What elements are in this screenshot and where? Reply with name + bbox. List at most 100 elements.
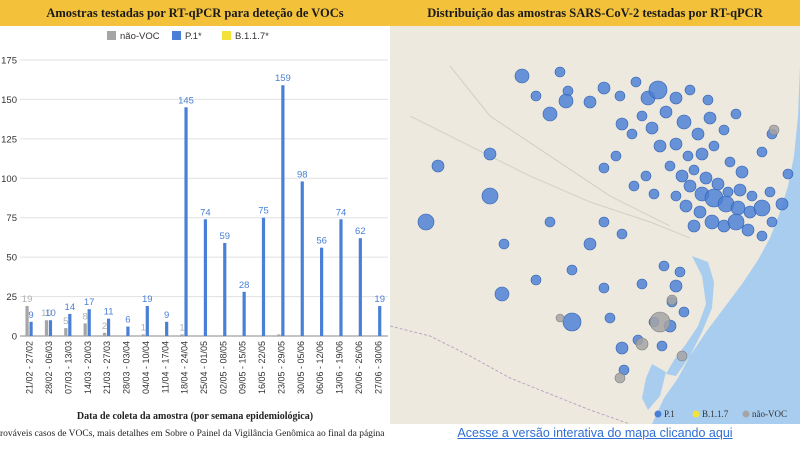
map-point-p1[interactable] [656,340,668,352]
map-point-p1[interactable] [604,312,616,324]
map-point-p1[interactable] [544,216,556,228]
map-point-p1[interactable] [558,93,574,109]
map-point-p1[interactable] [704,214,720,230]
map-point-p1[interactable] [598,216,610,228]
map-point-p1[interactable] [636,278,648,290]
map-point-p1[interactable] [664,160,676,172]
map-point-p1[interactable] [566,264,578,276]
map-point-p1[interactable] [675,169,689,183]
map-point-p1[interactable] [669,91,683,105]
data-label: 19 [374,294,385,305]
map-point-p1[interactable] [597,81,611,95]
map-point-p1[interactable] [684,84,696,96]
map-point-p1[interactable] [648,188,660,200]
map-point-p1[interactable] [626,128,638,140]
map-point-p1[interactable] [658,260,670,272]
map-point-p1[interactable] [687,219,701,233]
map-point-p1[interactable] [610,150,622,162]
map-point-non-voc[interactable] [768,124,780,136]
map-point-p1[interactable] [530,274,542,286]
map-point-p1[interactable] [669,137,683,151]
map-point-p1[interactable] [554,66,566,78]
map-point-p1[interactable] [782,168,794,180]
map-point-p1[interactable] [695,147,709,161]
map-point-p1[interactable] [766,216,778,228]
map-point-p1[interactable] [598,162,610,174]
map-point-p1[interactable] [676,114,692,130]
map-point-p1[interactable] [775,197,789,211]
bar-1 [358,238,362,336]
map-point-p1[interactable] [674,266,686,278]
map-point-p1[interactable] [756,230,768,242]
map-point-p1[interactable] [653,139,667,153]
map-point-non-voc[interactable] [635,337,649,351]
map-point-p1[interactable] [722,186,734,198]
map-point-p1[interactable] [494,286,510,302]
map-point-p1[interactable] [691,127,705,141]
map-point-p1[interactable] [481,187,499,205]
map-point-p1[interactable] [746,190,758,202]
map-point-p1[interactable] [733,183,747,197]
map-point-p1[interactable] [562,312,582,332]
map-point-p1[interactable] [640,170,652,182]
data-label: 9 [164,310,169,321]
map-point-p1[interactable] [669,279,683,293]
map-svg[interactable]: P.1 B.1.1.7 não-VOC [390,26,800,424]
map-point-p1[interactable] [417,213,435,231]
map-point-p1[interactable] [645,121,659,135]
map-point-p1[interactable] [735,165,749,179]
map-point-p1[interactable] [498,238,510,250]
map-point-non-voc[interactable] [649,311,671,333]
map-point-non-voc[interactable] [676,350,688,362]
map-point-p1[interactable] [682,150,694,162]
map-point-p1[interactable] [730,108,742,120]
map-point-p1[interactable] [693,205,707,219]
map-point-p1[interactable] [630,76,642,88]
map-point-p1[interactable] [741,223,755,237]
map-point-p1[interactable] [711,177,725,191]
map-point-p1[interactable] [699,171,713,185]
map-point-p1[interactable] [542,106,558,122]
x-tick-label: 02/05 - 08/05 [218,341,228,394]
map-point-p1[interactable] [756,146,768,158]
map-point-p1[interactable] [648,80,668,100]
map-point-p1[interactable] [703,111,717,125]
map-point-p1[interactable] [764,186,776,198]
map-point-p1[interactable] [688,164,700,176]
map-point-p1[interactable] [614,90,626,102]
map-point-p1[interactable] [483,147,497,161]
map-point-non-voc[interactable] [555,313,565,323]
map-point-p1[interactable] [598,282,610,294]
interactive-map-link[interactable]: Acesse a versão interativa do mapa clica… [457,426,733,440]
bar-1 [242,291,246,336]
map-point-p1[interactable] [615,341,629,355]
map-point-p1[interactable] [636,110,648,122]
map-point-p1[interactable] [431,159,445,173]
map-point-p1[interactable] [615,117,629,131]
map-point-p1[interactable] [530,90,542,102]
map-point-p1[interactable] [583,95,597,109]
map-point-p1[interactable] [702,94,714,106]
map-point-p1[interactable] [724,156,736,168]
map-point-p1[interactable] [670,190,682,202]
map-point-non-voc[interactable] [614,372,626,384]
map-point-non-voc[interactable] [666,294,678,306]
map-point-p1[interactable] [679,199,693,213]
map-point-p1[interactable] [678,306,690,318]
map-point-p1[interactable] [753,199,771,217]
map-point-p1[interactable] [718,124,730,136]
map-point-p1[interactable] [708,140,720,152]
data-label: 98 [297,169,308,180]
map-point-p1[interactable] [616,228,628,240]
map-point-p1[interactable] [730,200,746,216]
map-point-p1[interactable] [683,179,697,193]
map-point-p1[interactable] [514,68,530,84]
y-tick-label: 25 [6,292,17,303]
map-point-p1[interactable] [583,237,597,251]
x-tick-label: 21/03 - 27/03 [102,341,112,394]
map-point-p1[interactable] [659,105,673,119]
map-point-p1[interactable] [628,180,640,192]
map-view[interactable]: P.1 B.1.1.7 não-VOC [390,26,800,424]
map-point-p1[interactable] [727,213,745,231]
